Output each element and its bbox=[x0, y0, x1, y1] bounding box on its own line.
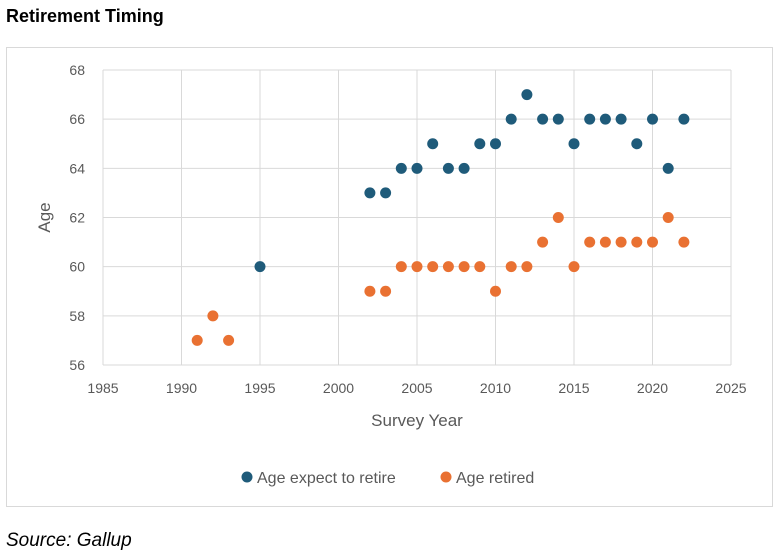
data-point bbox=[442, 162, 454, 174]
data-point bbox=[505, 113, 517, 125]
data-point bbox=[254, 261, 266, 273]
data-point bbox=[411, 261, 423, 273]
data-point bbox=[584, 113, 596, 125]
data-point bbox=[427, 138, 439, 150]
y-tick-label: 60 bbox=[69, 259, 85, 275]
data-point bbox=[568, 138, 580, 150]
data-point bbox=[395, 162, 407, 174]
data-point bbox=[568, 261, 580, 273]
data-point bbox=[380, 285, 392, 297]
data-point bbox=[615, 113, 627, 125]
y-tick-labels: 56 58 60 62 64 66 68 bbox=[69, 62, 85, 373]
x-tick-label: 2005 bbox=[401, 380, 432, 396]
chart-frame bbox=[6, 47, 773, 507]
y-tick-label: 56 bbox=[69, 357, 85, 373]
x-axis-title: Survey Year bbox=[371, 411, 463, 430]
x-tick-label: 2020 bbox=[637, 380, 668, 396]
gridlines bbox=[102, 69, 732, 366]
data-point bbox=[647, 236, 658, 248]
data-point bbox=[662, 212, 674, 223]
x-tick-label: 1985 bbox=[87, 380, 118, 396]
data-point bbox=[552, 113, 564, 125]
data-point bbox=[427, 261, 439, 273]
source-note: Source: Gallup bbox=[6, 530, 132, 551]
y-axis-title: Age bbox=[35, 202, 54, 232]
x-tick-label: 2015 bbox=[558, 380, 589, 396]
x-tick-labels: 1985 1990 1995 2000 2005 2010 2015 2020 2025 bbox=[87, 380, 746, 396]
x-tick-label: 1995 bbox=[244, 380, 275, 396]
x-tick-label: 2000 bbox=[323, 380, 354, 396]
legend: Age expect to retire Age retired bbox=[241, 470, 534, 487]
data-point bbox=[223, 334, 235, 346]
data-point bbox=[442, 261, 454, 273]
y-tick-label: 62 bbox=[69, 210, 85, 226]
x-tick-label: 2025 bbox=[715, 380, 746, 396]
data-point bbox=[537, 113, 549, 125]
data-point bbox=[364, 187, 376, 199]
data-point bbox=[521, 89, 533, 101]
y-tick-label: 66 bbox=[69, 111, 85, 127]
data-point bbox=[599, 236, 611, 248]
data-point bbox=[207, 310, 219, 322]
data-point bbox=[537, 236, 549, 248]
data-point bbox=[521, 261, 533, 273]
data-point bbox=[474, 261, 486, 273]
data-point bbox=[505, 261, 517, 273]
data-point bbox=[380, 187, 392, 199]
data-point bbox=[631, 138, 643, 150]
data-point bbox=[615, 236, 627, 248]
data-point bbox=[662, 162, 674, 174]
data-point bbox=[552, 212, 564, 223]
data-point bbox=[490, 138, 501, 150]
data-point bbox=[191, 334, 203, 346]
data-point bbox=[474, 138, 486, 150]
data-point bbox=[490, 285, 501, 297]
data-point bbox=[584, 236, 596, 248]
y-tick-label: 58 bbox=[69, 308, 85, 324]
data-point bbox=[647, 113, 658, 125]
legend-label: Age expect to retire bbox=[257, 470, 396, 487]
data-point bbox=[631, 236, 643, 248]
data-point bbox=[364, 285, 376, 297]
data-point bbox=[599, 113, 611, 125]
legend-marker bbox=[440, 471, 452, 483]
data-point bbox=[411, 162, 423, 174]
y-tick-label: 64 bbox=[69, 160, 85, 176]
legend-marker bbox=[241, 471, 253, 483]
chart-title: Retirement Timing bbox=[6, 6, 164, 26]
data-point bbox=[395, 261, 407, 273]
legend-label: Age retired bbox=[456, 470, 534, 487]
data-point bbox=[678, 236, 690, 248]
data-point bbox=[678, 113, 690, 125]
x-tick-label: 1990 bbox=[166, 380, 197, 396]
data-points bbox=[191, 89, 690, 346]
y-tick-label: 68 bbox=[69, 62, 85, 78]
data-point bbox=[458, 162, 470, 174]
data-point bbox=[458, 261, 470, 273]
x-tick-label: 2010 bbox=[480, 380, 511, 396]
